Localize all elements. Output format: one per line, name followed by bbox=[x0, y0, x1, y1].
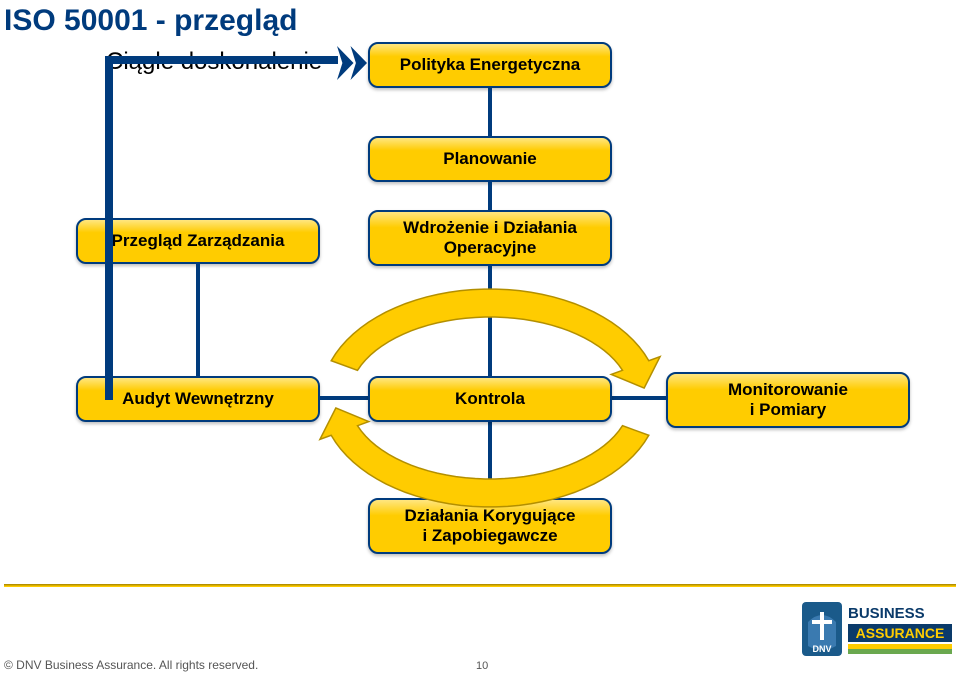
footer-text: © DNV Business Assurance. All rights res… bbox=[4, 658, 258, 672]
subtitle-text: Ciągłe doskonalenie bbox=[106, 48, 322, 75]
box-plan: Planowanie bbox=[368, 136, 612, 182]
box-review-label: Przegląd Zarządzania bbox=[112, 231, 285, 251]
page-number-text: 10 bbox=[476, 660, 488, 672]
box-monitor: Monitorowanie i Pomiary bbox=[666, 372, 910, 428]
box-control-label: Kontrola bbox=[455, 389, 525, 409]
slide: { "title": { "text": "ISO 50001 - przegl… bbox=[0, 0, 960, 684]
title-text: ISO 50001 - przegląd bbox=[4, 4, 297, 37]
divider bbox=[4, 584, 956, 587]
box-impl: Wdrożenie i Działania Operacyjne bbox=[368, 210, 612, 266]
svg-text:DNV: DNV bbox=[812, 644, 831, 654]
svg-text:BUSINESS: BUSINESS bbox=[848, 605, 925, 622]
page-number: 10 bbox=[476, 660, 488, 672]
box-review: Przegląd Zarządzania bbox=[76, 218, 320, 264]
box-control: Kontrola bbox=[368, 376, 612, 422]
box-impl-label: Wdrożenie i Działania Operacyjne bbox=[403, 218, 577, 259]
dnv-logo-icon: DNV bbox=[802, 602, 842, 656]
box-policy: Polityka Energetyczna bbox=[368, 42, 612, 88]
box-audit: Audyt Wewnętrzny bbox=[76, 376, 320, 422]
subtitle: Ciągłe doskonalenie bbox=[106, 48, 322, 76]
assurance-logo-icon: BUSINESS ASSURANCE bbox=[848, 600, 952, 658]
box-policy-label: Polityka Energetyczna bbox=[400, 55, 580, 75]
svg-text:ASSURANCE: ASSURANCE bbox=[856, 625, 945, 641]
page-title: ISO 50001 - przegląd bbox=[4, 4, 297, 38]
footer-copyright: © DNV Business Assurance. All rights res… bbox=[4, 658, 258, 672]
box-monitor-label: Monitorowanie i Pomiary bbox=[728, 380, 848, 421]
box-plan-label: Planowanie bbox=[443, 149, 537, 169]
box-audit-label: Audyt Wewnętrzny bbox=[122, 389, 274, 409]
